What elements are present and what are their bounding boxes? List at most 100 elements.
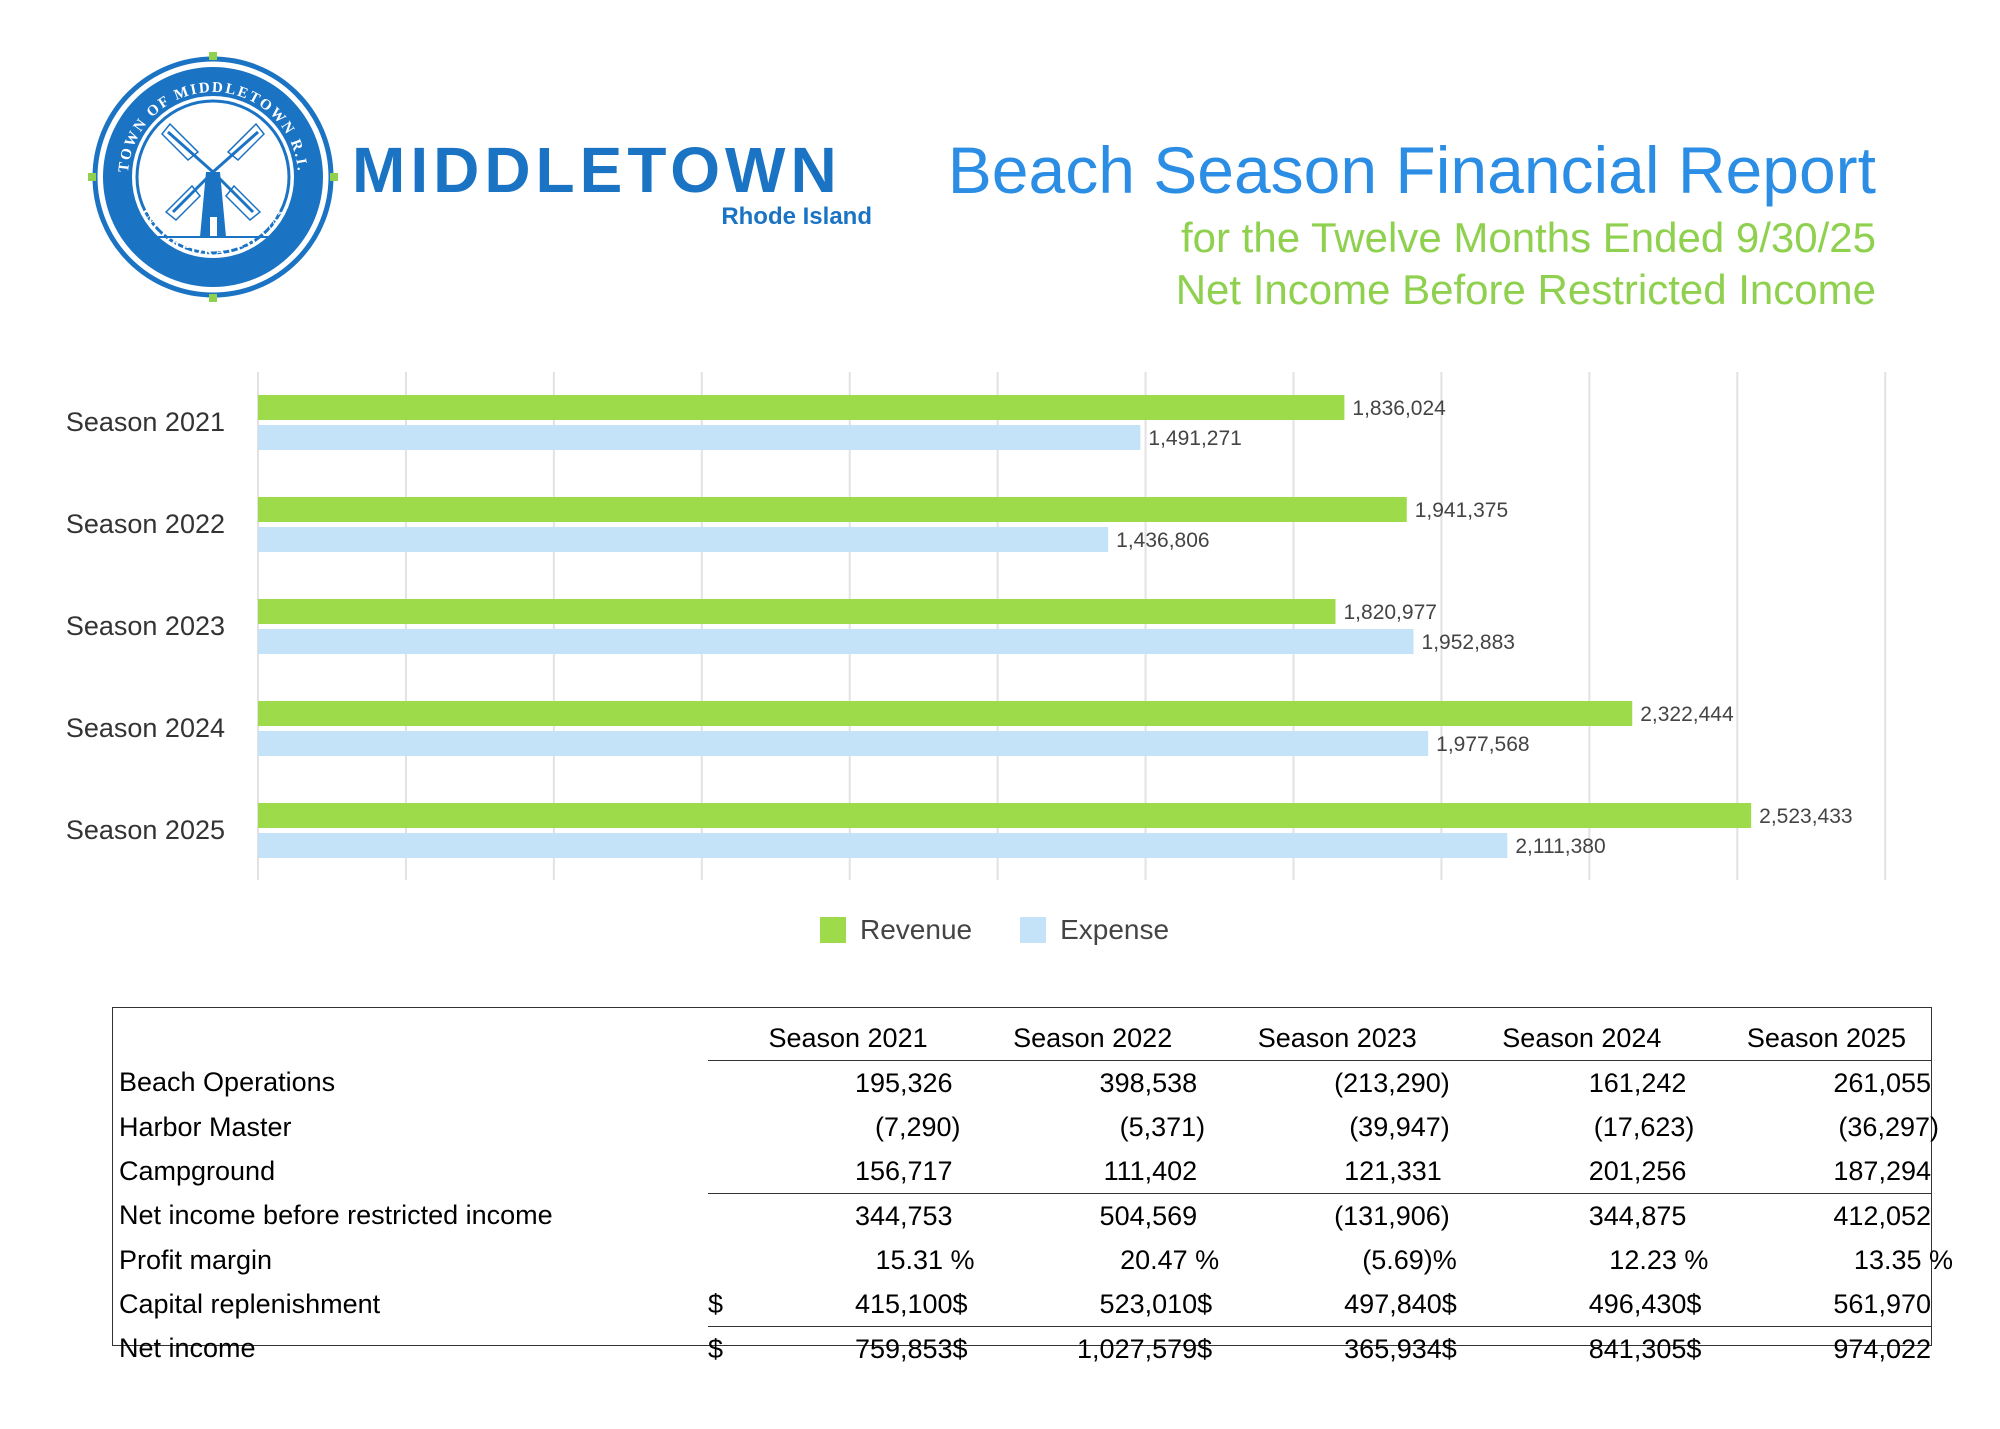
currency-symbol: $	[952, 1288, 968, 1319]
table-cell: (17,623)	[1593, 1111, 1695, 1142]
currency-symbol: $	[1197, 1288, 1213, 1319]
table-cell: 974,022	[1721, 1326, 1931, 1371]
table-cell: (36,297)	[1838, 1111, 1939, 1142]
expense-bar	[258, 731, 1429, 756]
row-label: Harbor Master	[119, 1111, 292, 1142]
table-cell: 504,569	[988, 1193, 1198, 1238]
table-cell: 841,305	[1477, 1326, 1687, 1371]
revenue-bar	[258, 701, 1633, 726]
financial-summary-table: Season 2021 Season 2022 Season 2023 Seas…	[112, 1007, 1953, 1371]
revenue-data-label: 2,523,433	[1759, 805, 1852, 828]
revenue-bar	[258, 395, 1345, 420]
table-cell: 161,242	[1588, 1067, 1687, 1098]
table-cell: 1,027,579	[988, 1326, 1198, 1371]
table-cell: 415,100	[854, 1288, 953, 1319]
table-row: Profit margin 15.31 % 20.47 % (5.69)% 12.23 …	[119, 1238, 1953, 1282]
expense-bar	[258, 629, 1414, 654]
table-row: Campground 156,717 111,402 121,331 201,256 18…	[119, 1149, 1931, 1194]
table-header: Season 2022	[988, 1016, 1198, 1061]
row-label: Profit margin	[119, 1244, 273, 1275]
currency-symbol: $	[707, 1288, 723, 1319]
currency-symbol: $	[1197, 1326, 1233, 1371]
revenue-bar	[258, 803, 1752, 828]
table-cell: 195,326	[854, 1067, 953, 1098]
table-cell: 412,052	[1721, 1193, 1931, 1238]
table-cell: 759,853	[743, 1326, 953, 1371]
table-cell: 13.35 %	[1853, 1244, 1953, 1275]
row-label: Net income	[119, 1333, 256, 1364]
legend-label-revenue: Revenue	[860, 914, 973, 945]
table-row: Capital replenishment $415,100 $523,010 $49…	[119, 1282, 1931, 1327]
expense-data-label: 1,952,883	[1422, 631, 1515, 654]
currency-symbol: $	[1686, 1288, 1702, 1319]
report-subtitle-measure: Net Income Before Restricted Income	[1175, 266, 1876, 313]
currency-symbol: $	[1441, 1288, 1457, 1319]
revenue-bar	[258, 599, 1336, 624]
table-cell: 496,430	[1588, 1288, 1687, 1319]
town-seal-logo: TOWN OF MIDDLETOWN R.I. INCORPORATED 174…	[88, 52, 338, 302]
category-label: Season 2021	[66, 407, 225, 437]
report-subtitle-period: for the Twelve Months Ended 9/30/25	[1180, 214, 1876, 261]
table-cell: (213,290)	[1334, 1067, 1450, 1098]
report-title: Beach Season Financial Report	[947, 133, 1876, 207]
table-header-row: Season 2021 Season 2022 Season 2023 Seas…	[119, 1016, 1931, 1061]
table-cell: 20.47 %	[1120, 1244, 1220, 1275]
table-cell: 365,934	[1232, 1326, 1442, 1371]
revenue-data-label: 1,820,977	[1344, 601, 1437, 624]
brand-state: Rhode Island	[721, 203, 872, 230]
table-header: Season 2021	[743, 1016, 953, 1061]
report-title-block: Beach Season Financial Report for the Tw…	[948, 128, 1876, 316]
expense-data-label: 1,491,271	[1148, 427, 1241, 450]
row-label: Beach Operations	[119, 1067, 336, 1098]
table-cell: (131,906)	[1240, 1193, 1450, 1238]
currency-symbol: $	[707, 1326, 744, 1371]
row-label: Net income before restricted income	[119, 1200, 553, 1231]
table-header: Season 2023	[1232, 1016, 1442, 1061]
table-cell: 497,840	[1344, 1288, 1442, 1319]
currency-symbol: $	[1686, 1326, 1722, 1371]
legend-item-expense: Expense	[1020, 914, 1169, 946]
table-cell: 156,717	[854, 1155, 953, 1186]
table-row: Net income $759,853 $1,027,579 $365,934 $841…	[119, 1326, 1931, 1371]
table-cell: 398,538	[1099, 1067, 1198, 1098]
table-row: Net income before restricted income 344,7…	[119, 1193, 1931, 1238]
expense-data-label: 1,977,568	[1436, 733, 1529, 756]
expense-data-label: 2,111,380	[1515, 835, 1605, 858]
legend-swatch-revenue	[820, 917, 846, 943]
category-label: Season 2024	[66, 713, 225, 743]
table-cell: (5.69)%	[1362, 1244, 1457, 1275]
revenue-data-label: 1,941,375	[1415, 499, 1508, 522]
table-cell: 121,331	[1344, 1155, 1442, 1186]
table-cell: 111,402	[1103, 1155, 1198, 1186]
table-cell: (5,371)	[1119, 1111, 1206, 1142]
table-cell: 261,055	[1833, 1067, 1931, 1098]
table-row: Beach Operations 195,326 398,538 (213,290) 1…	[119, 1061, 1931, 1106]
chart-legend: Revenue Expense	[820, 914, 1169, 946]
table-header: Season 2025	[1721, 1016, 1931, 1061]
currency-symbol: $	[1441, 1326, 1478, 1371]
revenue-data-label: 1,836,024	[1352, 397, 1446, 420]
table-cell: 201,256	[1588, 1155, 1687, 1186]
table-cell: 15.31 %	[875, 1244, 975, 1275]
expense-bar	[258, 527, 1109, 552]
table-cell: (7,290)	[874, 1111, 961, 1142]
legend-item-revenue: Revenue	[820, 914, 972, 946]
revenue-data-label: 2,322,444	[1640, 703, 1734, 726]
brand-block: MIDDLETOWN Rhode Island	[352, 138, 872, 232]
table-row: Harbor Master (7,290) (5,371) (39,947) (17,6…	[119, 1105, 1939, 1149]
expense-bar	[258, 425, 1141, 450]
legend-swatch-expense	[1020, 917, 1047, 943]
category-label: Season 2023	[66, 611, 225, 641]
row-label: Campground	[119, 1155, 276, 1186]
revenue-expense-bar-chart: Season 2021 1,836,024 1,491,271 Season 2022…	[66, 372, 1887, 880]
revenue-bar	[258, 497, 1407, 522]
row-label: Capital replenishment	[119, 1288, 381, 1319]
currency-symbol: $	[952, 1326, 989, 1371]
table-cell: 344,875	[1477, 1193, 1687, 1238]
category-label: Season 2022	[66, 509, 225, 539]
table-cell: 187,294	[1833, 1155, 1931, 1186]
expense-data-label: 1,436,806	[1116, 529, 1209, 552]
table-cell: 561,970	[1833, 1288, 1931, 1319]
table-cell: 12.23 %	[1609, 1244, 1709, 1275]
table-header: Season 2024	[1477, 1016, 1687, 1061]
